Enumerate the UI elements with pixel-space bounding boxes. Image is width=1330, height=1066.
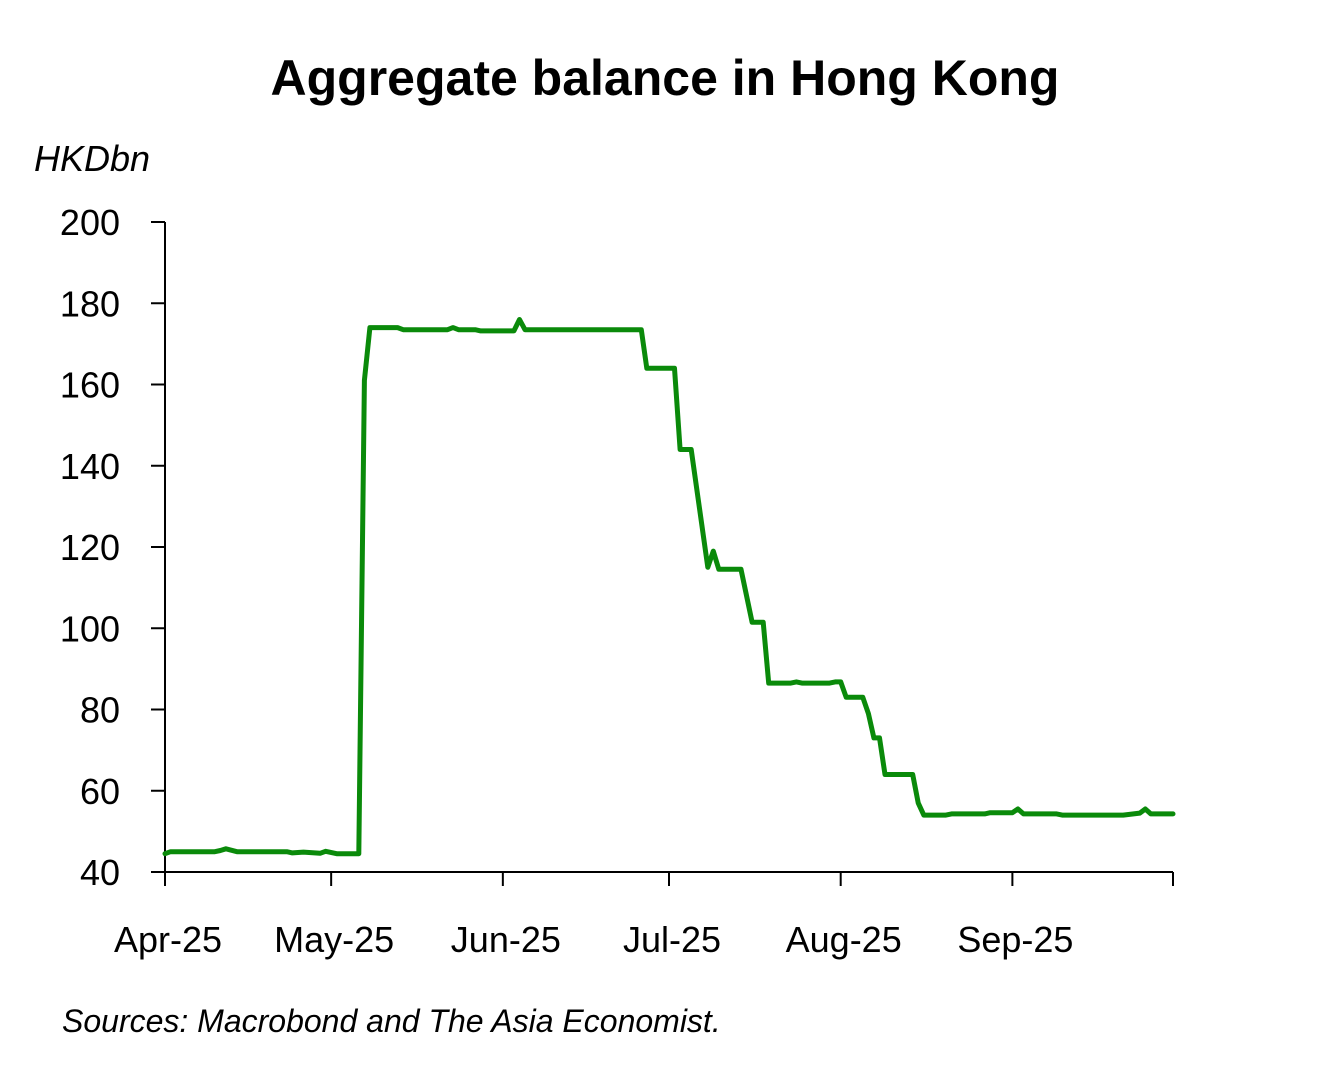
y-tick-label: 200 [60,202,120,243]
x-tick-label: Aug-25 [786,919,902,960]
y-tick-label: 160 [60,365,120,406]
y-tick-label: 140 [60,446,120,487]
source-note: Sources: Macrobond and The Asia Economis… [62,1003,721,1039]
x-tick-label: Apr-25 [114,919,222,960]
y-tick-label: 80 [80,690,120,731]
y-tick-label: 180 [60,283,120,324]
x-tick-label: Jul-25 [623,919,721,960]
y-tick-label: 60 [80,771,120,812]
x-axis: Apr-25 May-25 Jun-25 Jul-25 Aug-25 Sep-25 [114,871,1174,960]
y-tick-label: 40 [80,852,120,893]
y-axis-unit-label: HKDbn [34,138,150,179]
y-tick-label: 100 [60,608,120,649]
x-tick-label: Jun-25 [451,919,561,960]
x-tick-label: May-25 [274,919,394,960]
y-tick-label: 120 [60,527,120,568]
series-line [162,317,1176,857]
series-layer [162,317,1176,857]
y-axis: 40 60 80 100 120 140 160 180 200 [60,202,166,893]
x-tick-label: Sep-25 [957,919,1073,960]
chart-title: Aggregate balance in Hong Kong [271,50,1060,106]
